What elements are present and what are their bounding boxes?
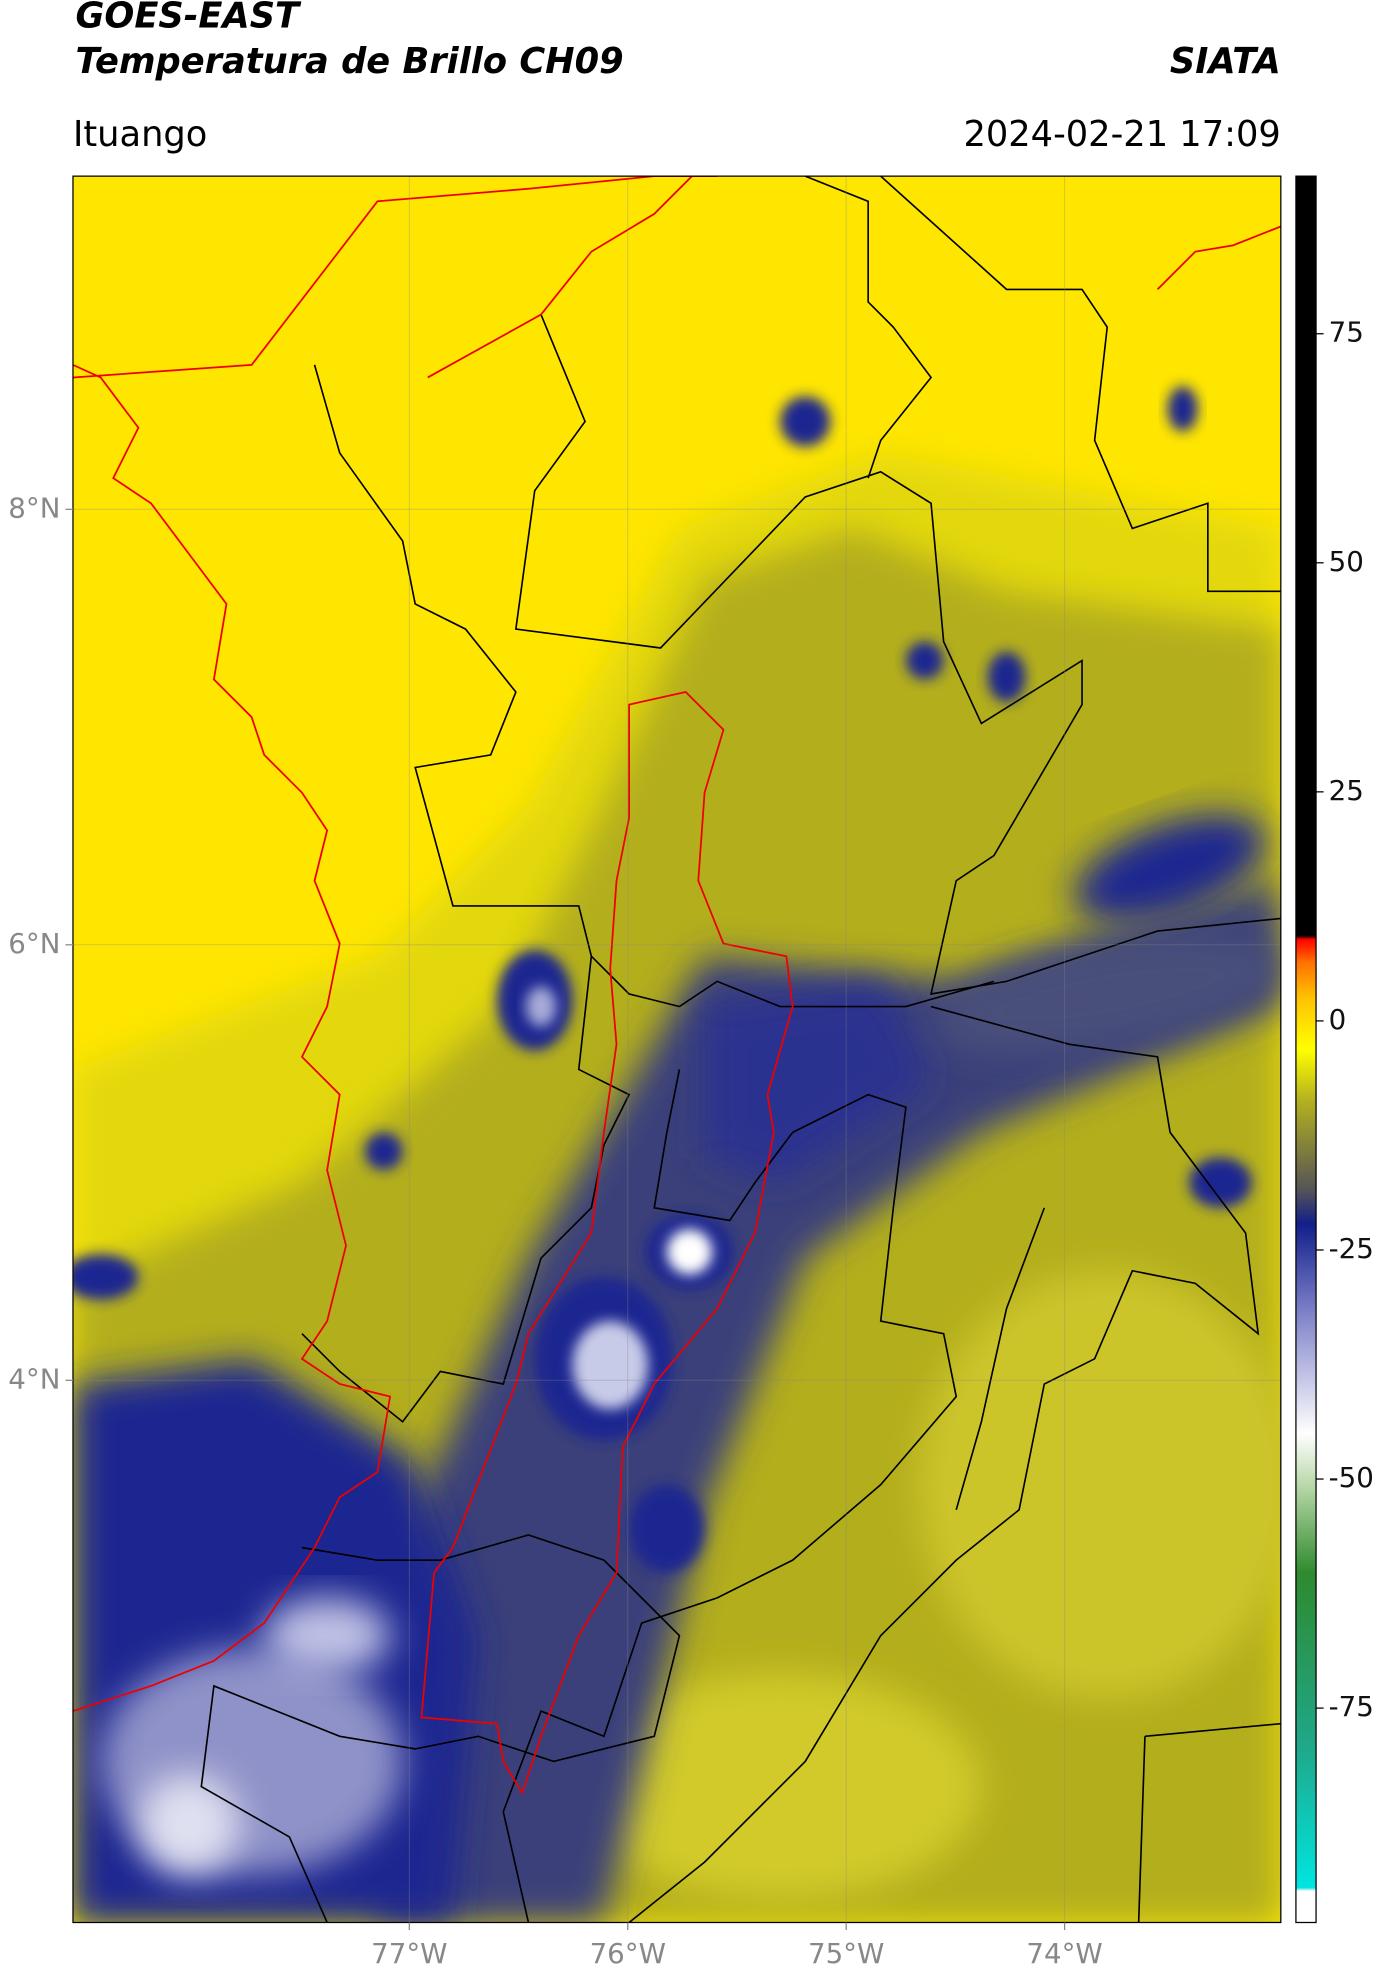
lat-label: 8°N: [8, 491, 60, 524]
colorbar-label: 25: [1329, 774, 1364, 807]
colorbar-label: 75: [1329, 316, 1364, 349]
map-frame: [72, 175, 1282, 1924]
colorbar-label: 0: [1329, 1003, 1347, 1036]
lat-label: 6°N: [8, 927, 60, 960]
colorbar: [1295, 175, 1317, 1924]
satellite-image: [72, 176, 1281, 1923]
colorbar-label: 50: [1329, 545, 1364, 578]
title: GOES-EAST: [75, 0, 302, 37]
lon-label: 77°W: [371, 1937, 447, 1970]
credit: SIATA: [1170, 41, 1281, 82]
graticule: [72, 176, 1281, 1923]
subtitle: Temperatura de Brillo CH09: [75, 41, 623, 82]
lat-label: 4°N: [8, 1362, 60, 1395]
colorbar-label: -75: [1329, 1690, 1374, 1723]
colorbar-label: -50: [1329, 1461, 1374, 1494]
lon-label: 76°W: [590, 1937, 666, 1970]
datetime: 2024-02-21 17:09: [963, 114, 1280, 155]
location: Ituango: [73, 114, 207, 155]
colorbar-label: -25: [1329, 1232, 1374, 1265]
lon-label: 75°W: [808, 1937, 884, 1970]
lon-label: 74°W: [1026, 1937, 1102, 1970]
